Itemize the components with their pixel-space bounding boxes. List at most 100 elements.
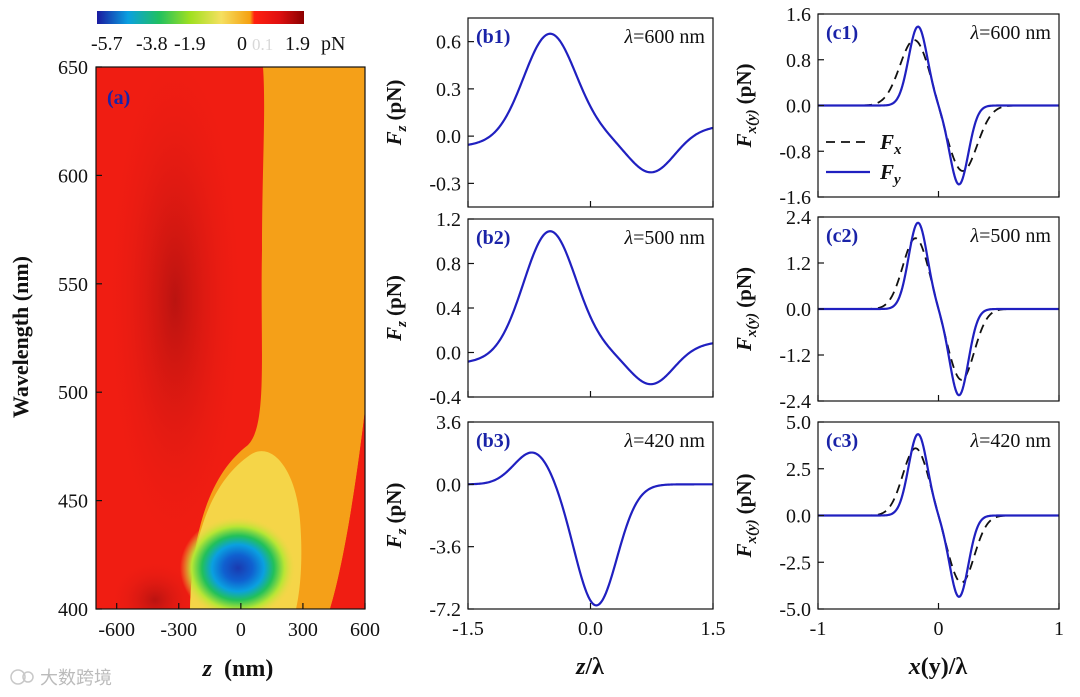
y-tick-label: 5.0	[786, 412, 811, 434]
y-axis-sub: x(y)	[744, 109, 760, 134]
series-line-fy	[818, 221, 1059, 397]
y-tick-label: 2.4	[786, 207, 811, 229]
watermark: 大数跨境	[10, 668, 112, 689]
heatmap-y-tick-label: 450	[58, 491, 88, 513]
y-axis-var: F	[732, 337, 756, 352]
heatmap-dark-band	[105, 67, 245, 560]
heatmap-x-tick-label: -300	[160, 619, 197, 641]
lambda-value: =500 nm	[979, 225, 1051, 247]
colorbar-ghost-tick: 0.1	[252, 35, 273, 54]
series-line-fy	[818, 433, 1059, 598]
y-tick-label: 3.6	[436, 412, 461, 434]
panel-label-b1: (b1)	[476, 26, 510, 48]
x-tick-label: -1.5	[452, 618, 484, 640]
lambda-symbol: λ	[969, 22, 979, 44]
y-tick-label: -1.2	[779, 345, 811, 367]
wavelength-label: λ=500 nm	[969, 225, 1051, 247]
legend-sub: y	[892, 172, 901, 188]
y-tick-label: 0.0	[786, 506, 811, 528]
lambda-value: =500 nm	[633, 227, 705, 249]
watermark-text: 大数跨境	[40, 668, 112, 689]
legend-sub: x	[893, 142, 902, 158]
y-tick-label: 0.8	[436, 254, 461, 276]
heatmap-dark-corner	[110, 560, 200, 609]
panel-label-a: (a)	[107, 87, 130, 109]
heatmap-frame	[95, 66, 366, 610]
heatmap-x-axis-unit: (nm)	[224, 656, 273, 682]
heatmap-y-axis-title: Wavelength (nm)	[8, 256, 33, 418]
y-tick-label: 0.8	[786, 50, 811, 72]
y-tick-label: -0.8	[779, 141, 811, 163]
y-axis-sub: z	[394, 528, 410, 535]
heatmap-ticks: -600 -300 0 300 600 400 450 500 550 600 650	[58, 57, 380, 641]
heatmap-x-tick-label: 600	[350, 619, 380, 641]
heatmap-red-right	[330, 410, 365, 609]
c-x-axis-var: x	[908, 654, 921, 680]
series-line-fz	[468, 32, 713, 174]
colorbar-tick-5: 1.9	[285, 33, 310, 55]
y-axis-title: Fz (pN)	[382, 275, 410, 342]
wavelength-label: λ=420 nm	[969, 430, 1051, 452]
y-axis-unit: (pN)	[732, 267, 756, 308]
line-panel-c1: -1.6-0.80.00.81.6(c1) λ=600 nmFx(y)(pN)Fx…	[732, 4, 1060, 209]
panel-label-b2: (b2)	[476, 227, 510, 249]
y-tick-label: 1.2	[436, 209, 461, 231]
y-axis-sub: x(y)	[744, 519, 760, 544]
c-x-axis-rest: (y)/λ	[921, 654, 968, 680]
legend-var: F	[879, 160, 894, 184]
colorbar-tick-1: -5.7	[91, 33, 123, 55]
lambda-symbol: λ	[623, 227, 633, 249]
line-panel-b3: -7.2 -3.6 0.0 3.6 -1.5 0.0 1.5 (b3) λ=420 nm Fz (p…	[382, 412, 726, 640]
y-tick-label: -2.5	[779, 552, 811, 574]
wavelength-label: λ=600 nm	[969, 22, 1051, 44]
legend-label: Fx	[879, 130, 902, 158]
panel-label-b3: (b3)	[476, 430, 510, 452]
y-axis-var: F	[732, 133, 756, 148]
heatmap-x-tick-label: 0	[236, 619, 246, 641]
line-panel-c2: -2.4 -1.2 0.0 1.2 2.4 (c2) λ=500 nm Fx(y) (pN)	[732, 207, 1060, 413]
line-panel-b2: -0.4 0.0 0.4 0.8 1.2 (b2) λ=500 nm Fz (pN)	[382, 209, 714, 409]
y-tick-label: -0.4	[429, 387, 461, 409]
y-tick-label: 0.0	[436, 474, 461, 496]
b-x-axis-title: z/λ	[575, 654, 604, 680]
panel-label-c2: (c2)	[826, 225, 858, 247]
y-tick-label: -2.4	[779, 391, 811, 413]
y-axis-title: Fz (pN)	[382, 80, 410, 147]
x-tick-label: -1	[810, 618, 827, 640]
y-axis-var: F	[382, 131, 406, 146]
lambda-value: =420 nm	[979, 430, 1051, 452]
y-axis-var: F	[382, 534, 406, 549]
series-line-fz	[468, 230, 713, 386]
y-axis-sub: z	[394, 125, 410, 132]
lambda-symbol: λ	[969, 430, 979, 452]
colorbar-gradient	[97, 11, 304, 24]
series-line-fz	[468, 451, 713, 607]
y-axis-title: Fx(y) (pN)	[732, 473, 760, 558]
heatmap-x-axis-title: z (nm)	[202, 656, 274, 682]
y-axis-var: F	[382, 327, 406, 342]
x-tick-label: 0.0	[578, 618, 603, 640]
line-panel-c3: -5.0 -2.5 0.0 2.5 5.0 -1 0 1 (c3) λ=420 nm Fx(y) (p…	[732, 412, 1064, 640]
y-tick-label: 0.0	[436, 126, 461, 148]
y-tick-label: 2.5	[786, 459, 811, 481]
watermark-icon	[10, 669, 26, 685]
heatmap-x-axis-var: z	[202, 656, 213, 682]
y-tick-label: -3.6	[429, 537, 461, 559]
y-tick-label: -1.6	[779, 187, 811, 209]
lambda-symbol: λ	[969, 225, 979, 247]
colorbar-tick-2: -3.8	[136, 33, 168, 55]
lambda-value: =600 nm	[979, 22, 1051, 44]
colorbar-tick-4: 0	[237, 33, 247, 55]
y-tick-label: 1.6	[786, 4, 811, 26]
lambda-symbol: λ	[623, 26, 633, 48]
y-tick-label: -0.3	[429, 173, 461, 195]
y-axis-title: Fz (pN)	[382, 483, 410, 550]
heatmap-field	[96, 67, 365, 609]
y-axis-unit: (pN)	[732, 473, 756, 514]
b-x-axis-rest: /λ	[584, 654, 604, 680]
wavelength-label: λ=600 nm	[623, 26, 705, 48]
x-tick-label: 0	[934, 618, 944, 640]
y-tick-label: 0.0	[436, 343, 461, 365]
lambda-value: =420 nm	[633, 430, 705, 452]
